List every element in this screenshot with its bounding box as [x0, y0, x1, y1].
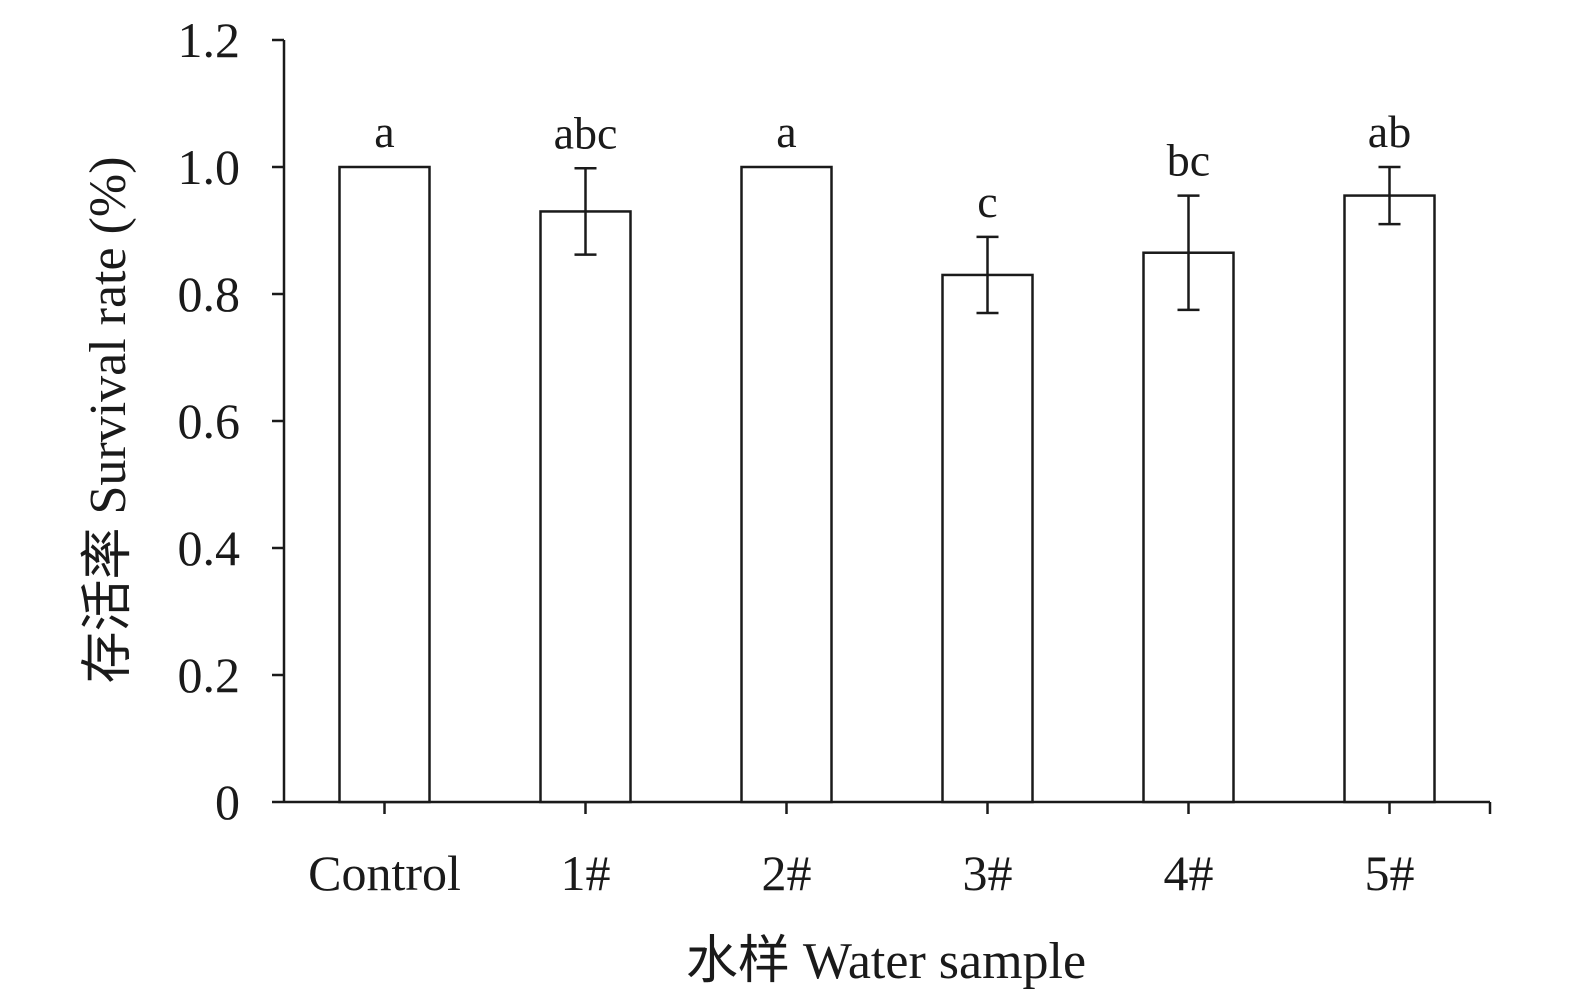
y-tick-label: 0.4 — [178, 520, 241, 576]
category-label: Control — [308, 845, 461, 901]
category-label: 5# — [1365, 845, 1415, 901]
x-axis-title: 水样 Water sample — [686, 933, 1086, 990]
y-ticks: 0 0.2 0.4 0.6 0.8 1.0 1.2 — [178, 12, 284, 830]
y-tick-label: 1.2 — [178, 12, 241, 68]
y-tick-label: 0.6 — [178, 393, 241, 449]
significance-label: a — [374, 106, 394, 157]
y-tick-label: 0.8 — [178, 266, 241, 322]
significance-label: c — [977, 176, 997, 227]
y-tick-label: 0 — [215, 774, 240, 830]
significance-labels: a abc a c bc ab — [374, 106, 1411, 227]
category-label: 1# — [561, 845, 611, 901]
bar — [539, 210, 632, 804]
axes — [282, 40, 1492, 814]
category-label: 3# — [963, 845, 1013, 901]
bar — [941, 273, 1034, 804]
category-label: 4# — [1164, 845, 1214, 901]
significance-label: a — [776, 106, 796, 157]
significance-label: bc — [1167, 135, 1210, 186]
category-labels: Control 1# 2# 3# 4# 5# — [308, 845, 1414, 901]
y-tick-label: 1.0 — [178, 139, 241, 195]
y-axis-title: 存活率 Survival rate (%) — [80, 156, 137, 683]
category-label: 2# — [762, 845, 812, 901]
significance-label: abc — [554, 107, 618, 158]
significance-label: ab — [1368, 106, 1411, 157]
bar — [740, 165, 833, 804]
bar — [1142, 251, 1235, 804]
bar — [338, 165, 431, 804]
y-tick-label: 0.2 — [178, 647, 241, 703]
error-bars — [574, 165, 1401, 315]
bars — [338, 165, 1436, 804]
bar — [1343, 194, 1436, 804]
